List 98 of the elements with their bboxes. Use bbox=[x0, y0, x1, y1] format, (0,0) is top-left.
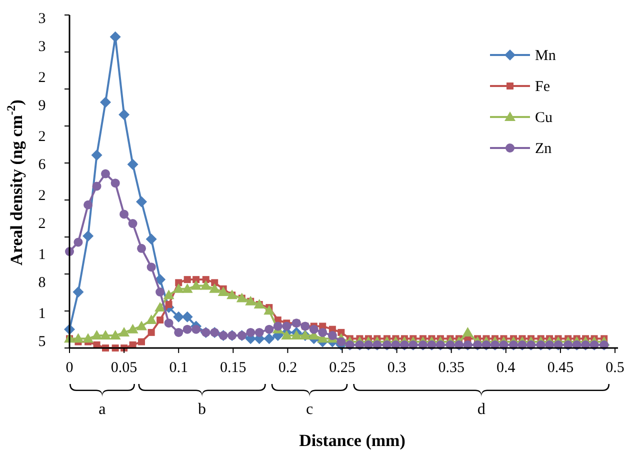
point bbox=[338, 328, 345, 336]
text: 3 bbox=[38, 11, 46, 27]
point bbox=[72, 333, 84, 343]
legend-label: Fe bbox=[535, 79, 550, 95]
point bbox=[136, 196, 148, 208]
point bbox=[118, 109, 130, 120]
text: 8 bbox=[38, 275, 46, 291]
point bbox=[328, 331, 337, 340]
point bbox=[118, 326, 130, 336]
point bbox=[110, 178, 120, 188]
point bbox=[218, 286, 229, 296]
point bbox=[82, 230, 94, 242]
point bbox=[156, 316, 164, 324]
point bbox=[154, 302, 166, 312]
point bbox=[100, 96, 112, 108]
point bbox=[127, 324, 138, 334]
x-axis-title: Distance (mm) bbox=[299, 431, 406, 450]
point bbox=[182, 324, 192, 334]
point bbox=[138, 338, 146, 346]
point bbox=[202, 276, 210, 284]
point bbox=[127, 158, 138, 170]
point bbox=[190, 280, 202, 290]
x-tick-label: 0.5 bbox=[606, 360, 624, 376]
x-tick-label: 0.1 bbox=[169, 360, 188, 376]
text: 6 bbox=[38, 157, 46, 173]
point bbox=[173, 283, 184, 293]
point bbox=[137, 244, 146, 253]
point bbox=[264, 305, 275, 315]
x-tick-label: 0.4 bbox=[496, 360, 516, 376]
point bbox=[146, 314, 157, 324]
point bbox=[148, 328, 155, 336]
point bbox=[146, 262, 156, 272]
point bbox=[74, 238, 83, 247]
text: 2 bbox=[38, 216, 46, 232]
text: d bbox=[477, 401, 486, 418]
point bbox=[91, 150, 102, 161]
text: 2 bbox=[38, 129, 46, 145]
point bbox=[273, 322, 282, 331]
text: 1 bbox=[38, 247, 46, 263]
point bbox=[101, 169, 110, 178]
text: 5 bbox=[38, 334, 46, 350]
text: 2 bbox=[38, 188, 46, 204]
text: 1 bbox=[38, 306, 46, 322]
point bbox=[282, 322, 292, 331]
point bbox=[110, 330, 121, 340]
point bbox=[156, 287, 165, 296]
x-tick-label: 0.05 bbox=[110, 360, 138, 376]
point bbox=[165, 300, 172, 308]
text: 2 bbox=[38, 70, 46, 86]
legend-label: Mn bbox=[535, 48, 556, 64]
point bbox=[136, 320, 148, 330]
point bbox=[100, 330, 112, 340]
point bbox=[264, 333, 275, 344]
point bbox=[84, 200, 93, 210]
point bbox=[309, 324, 318, 334]
point bbox=[209, 283, 220, 293]
point bbox=[281, 330, 292, 340]
legend-label: Zn bbox=[535, 141, 552, 157]
point bbox=[82, 333, 94, 343]
point bbox=[318, 328, 328, 337]
point bbox=[192, 276, 200, 284]
point bbox=[163, 290, 174, 300]
text: b bbox=[198, 401, 206, 418]
x-tick-label: 0.2 bbox=[278, 360, 298, 376]
point bbox=[174, 328, 184, 337]
point bbox=[462, 326, 474, 336]
legend-label: Cu bbox=[535, 110, 554, 126]
point bbox=[336, 337, 346, 346]
x-tick-label: 0.45 bbox=[547, 360, 574, 376]
point bbox=[146, 234, 157, 245]
point bbox=[254, 328, 264, 337]
point bbox=[192, 324, 201, 334]
x-tick-label: 0.35 bbox=[438, 360, 464, 376]
point bbox=[184, 276, 191, 284]
point bbox=[290, 330, 302, 340]
x-tick-label: 0 bbox=[66, 360, 74, 376]
point bbox=[246, 328, 256, 337]
point bbox=[92, 182, 102, 191]
text: 3 bbox=[38, 39, 46, 55]
point bbox=[91, 330, 102, 340]
point bbox=[200, 280, 212, 290]
text: 9 bbox=[38, 98, 46, 114]
x-tick-label: 0.3 bbox=[387, 360, 406, 376]
point bbox=[110, 31, 121, 42]
text: a bbox=[98, 401, 106, 418]
point bbox=[164, 318, 174, 328]
point bbox=[264, 324, 274, 334]
text: c bbox=[306, 401, 314, 418]
point bbox=[182, 311, 193, 322]
point bbox=[72, 286, 84, 298]
point bbox=[182, 283, 193, 293]
point bbox=[211, 279, 218, 286]
point bbox=[120, 210, 129, 219]
x-tick-label: 0.15 bbox=[220, 360, 246, 376]
x-tick-label: 0.25 bbox=[329, 360, 356, 376]
point bbox=[128, 219, 138, 228]
point bbox=[175, 279, 182, 286]
point bbox=[173, 311, 184, 322]
